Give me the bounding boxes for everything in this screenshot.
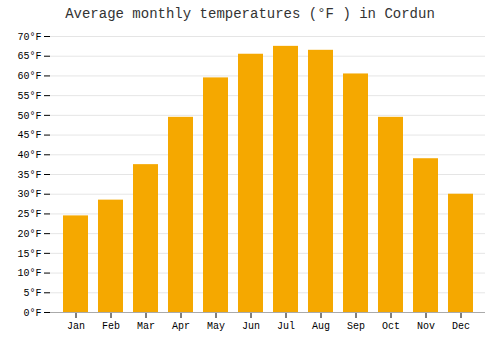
- svg-text:Jun: Jun: [242, 321, 260, 332]
- svg-text:70°F: 70°F: [17, 32, 41, 43]
- svg-text:20°F: 20°F: [17, 229, 41, 240]
- svg-text:35°F: 35°F: [17, 170, 41, 181]
- svg-text:40°F: 40°F: [17, 150, 41, 161]
- svg-text:5°F: 5°F: [23, 288, 41, 299]
- html-text:Average monthly temperatures (: Average monthly temperatures (°F ) in Co…: [65, 6, 435, 22]
- svg-text:30°F: 30°F: [17, 189, 41, 200]
- svg-text:45°F: 45°F: [17, 130, 41, 141]
- svg-text:Sep: Sep: [347, 321, 365, 332]
- svg-text:Mar: Mar: [137, 321, 155, 332]
- svg-text:Oct: Oct: [382, 321, 400, 332]
- svg-text:May: May: [207, 321, 225, 332]
- svg-text:10°F: 10°F: [17, 268, 41, 279]
- svg-text:60°F: 60°F: [17, 71, 41, 82]
- svg-text:Jul: Jul: [277, 321, 295, 332]
- svg-text:Feb: Feb: [102, 321, 120, 332]
- svg-text:65°F: 65°F: [17, 51, 41, 62]
- svg-text:Jan: Jan: [67, 321, 85, 332]
- svg-text:0°F: 0°F: [23, 308, 41, 319]
- svg-text:55°F: 55°F: [17, 91, 41, 102]
- svg-text:50°F: 50°F: [17, 111, 41, 122]
- svg-text:25°F: 25°F: [17, 209, 41, 220]
- svg-text:Nov: Nov: [417, 321, 435, 332]
- svg-text:Dec: Dec: [452, 321, 470, 332]
- svg-text:Aug: Aug: [312, 321, 330, 332]
- svg-text:Apr: Apr: [172, 321, 190, 332]
- svg-text:15°F: 15°F: [17, 249, 41, 260]
